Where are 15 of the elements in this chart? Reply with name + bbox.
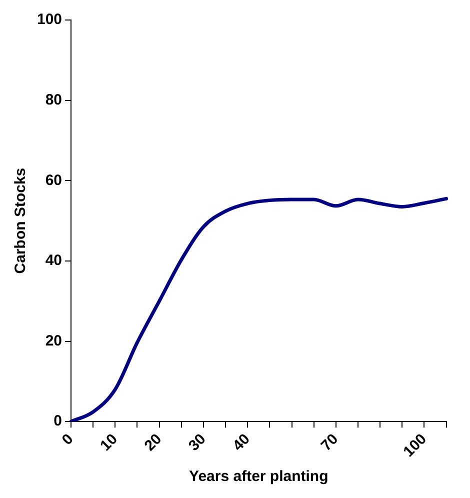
x-tick-label: 100 [400,430,430,460]
y-tick-label: 100 [36,11,62,28]
y-tick-label: 0 [54,412,62,430]
x-axis-title: Years after planting [189,468,328,486]
y-axis-title: Carbon Stocks [12,168,30,274]
x-tick-label: 40 [230,430,254,454]
y-tick-label: 20 [45,332,62,350]
x-tick-label: 0 [58,430,77,449]
x-tick-label: 30 [185,430,210,454]
y-tick-label: 60 [45,172,62,189]
x-tick-label: 70 [318,430,342,454]
y-tick-label: 80 [45,91,62,108]
y-tick-label: 40 [45,252,62,270]
x-tick-label: 10 [97,430,121,454]
x-tick-label: 20 [141,430,166,454]
